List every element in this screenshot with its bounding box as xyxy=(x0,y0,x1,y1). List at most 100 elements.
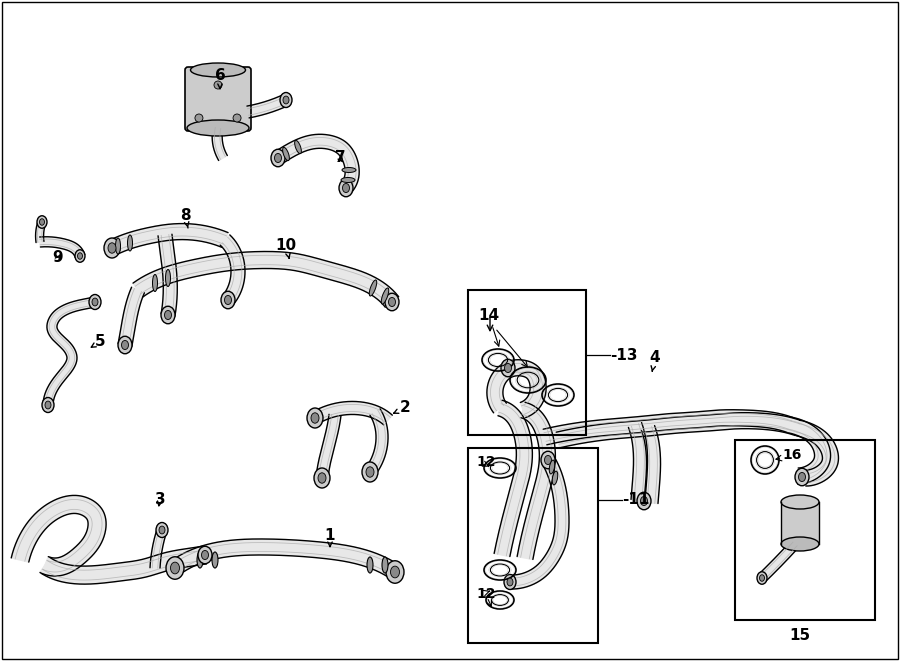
Ellipse shape xyxy=(385,293,399,311)
Ellipse shape xyxy=(128,235,132,251)
Ellipse shape xyxy=(191,63,246,77)
Ellipse shape xyxy=(170,562,179,574)
Ellipse shape xyxy=(362,462,378,482)
Ellipse shape xyxy=(42,397,54,412)
Polygon shape xyxy=(556,412,801,447)
Ellipse shape xyxy=(166,557,184,579)
Ellipse shape xyxy=(118,336,132,354)
Ellipse shape xyxy=(781,495,819,509)
Polygon shape xyxy=(158,234,177,316)
Ellipse shape xyxy=(108,243,116,253)
Ellipse shape xyxy=(369,280,377,296)
Ellipse shape xyxy=(504,574,516,590)
Ellipse shape xyxy=(165,311,172,319)
Ellipse shape xyxy=(89,295,101,309)
Circle shape xyxy=(214,81,222,89)
Polygon shape xyxy=(133,251,399,307)
Text: 4: 4 xyxy=(650,350,661,371)
Ellipse shape xyxy=(221,292,235,309)
Text: 12: 12 xyxy=(476,587,496,601)
Polygon shape xyxy=(311,401,392,425)
Polygon shape xyxy=(642,426,661,504)
Polygon shape xyxy=(212,127,228,161)
Ellipse shape xyxy=(366,467,374,477)
Ellipse shape xyxy=(389,297,395,307)
Ellipse shape xyxy=(271,149,285,167)
Circle shape xyxy=(195,114,203,122)
Ellipse shape xyxy=(92,298,98,306)
Bar xyxy=(781,502,819,544)
Ellipse shape xyxy=(760,575,764,581)
Polygon shape xyxy=(220,235,245,305)
Polygon shape xyxy=(628,422,647,500)
Ellipse shape xyxy=(342,167,356,173)
Ellipse shape xyxy=(40,219,44,225)
Ellipse shape xyxy=(641,496,647,506)
Bar xyxy=(468,448,598,643)
Ellipse shape xyxy=(75,250,85,262)
Ellipse shape xyxy=(166,270,170,286)
Bar xyxy=(735,440,875,620)
Ellipse shape xyxy=(382,288,389,304)
Text: 7: 7 xyxy=(335,151,346,165)
Ellipse shape xyxy=(77,253,83,259)
Polygon shape xyxy=(108,223,228,255)
Ellipse shape xyxy=(541,451,555,469)
Ellipse shape xyxy=(198,546,212,564)
Text: 9: 9 xyxy=(53,251,63,266)
Ellipse shape xyxy=(507,578,513,586)
Text: 6: 6 xyxy=(214,67,225,89)
Text: 14: 14 xyxy=(478,308,500,323)
Text: 3: 3 xyxy=(155,492,166,508)
Ellipse shape xyxy=(161,306,175,324)
Ellipse shape xyxy=(795,468,809,486)
Ellipse shape xyxy=(187,120,249,136)
Text: -11: -11 xyxy=(622,492,650,508)
Text: 16: 16 xyxy=(782,448,801,462)
Ellipse shape xyxy=(115,238,121,254)
Ellipse shape xyxy=(212,552,218,568)
Ellipse shape xyxy=(311,413,319,423)
Ellipse shape xyxy=(274,153,282,163)
Polygon shape xyxy=(509,456,569,589)
Ellipse shape xyxy=(505,364,511,373)
Ellipse shape xyxy=(307,408,323,428)
Polygon shape xyxy=(36,221,46,243)
Bar xyxy=(468,290,586,435)
Ellipse shape xyxy=(391,566,400,578)
Polygon shape xyxy=(487,360,546,418)
Ellipse shape xyxy=(45,401,51,409)
Ellipse shape xyxy=(343,184,349,192)
Ellipse shape xyxy=(501,359,515,377)
Ellipse shape xyxy=(156,522,168,537)
Ellipse shape xyxy=(294,140,302,153)
Ellipse shape xyxy=(549,460,554,474)
Polygon shape xyxy=(40,546,206,584)
Ellipse shape xyxy=(152,274,158,292)
Ellipse shape xyxy=(798,473,806,482)
Ellipse shape xyxy=(283,147,290,161)
Text: 8: 8 xyxy=(180,208,190,228)
Ellipse shape xyxy=(382,557,388,573)
Ellipse shape xyxy=(367,557,373,573)
Ellipse shape xyxy=(280,93,292,108)
Ellipse shape xyxy=(757,572,767,584)
Polygon shape xyxy=(365,408,388,476)
Polygon shape xyxy=(11,495,106,576)
Polygon shape xyxy=(43,297,96,405)
Text: -13: -13 xyxy=(610,348,637,362)
Text: 10: 10 xyxy=(275,237,297,258)
Polygon shape xyxy=(788,417,831,484)
Ellipse shape xyxy=(202,551,209,560)
Ellipse shape xyxy=(553,471,558,485)
Text: 1: 1 xyxy=(325,527,335,547)
Ellipse shape xyxy=(339,179,353,197)
Text: 5: 5 xyxy=(91,334,105,350)
Ellipse shape xyxy=(283,96,289,104)
Polygon shape xyxy=(150,528,166,568)
Polygon shape xyxy=(316,414,341,479)
Ellipse shape xyxy=(159,526,165,534)
FancyBboxPatch shape xyxy=(185,67,251,131)
Ellipse shape xyxy=(781,537,819,551)
Text: 15: 15 xyxy=(789,628,811,643)
